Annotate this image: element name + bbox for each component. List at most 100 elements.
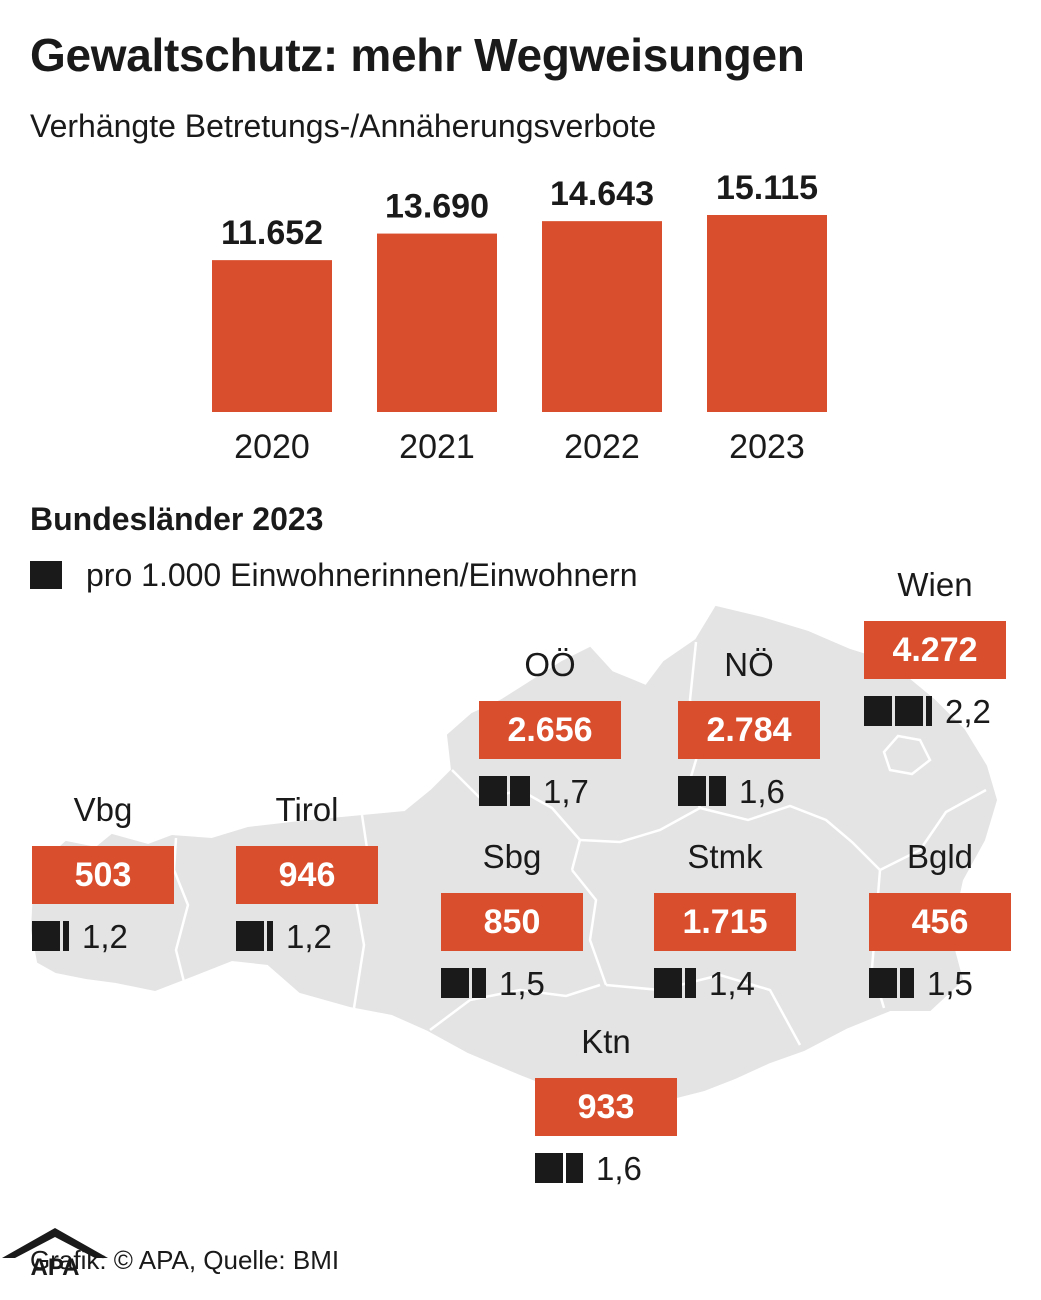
legend-swatch	[30, 561, 62, 589]
rate-label-ktn: 1,6	[596, 1149, 642, 1187]
rate-block-sbg-1	[472, 968, 486, 998]
rate-block-wien-2	[926, 696, 932, 726]
rate-label-ooe: 1,7	[543, 772, 589, 810]
rate-label-bgld: 1,5	[927, 964, 973, 1002]
border-stmk-ktn	[605, 973, 802, 1046]
region-name-ktn: Ktn	[581, 1023, 631, 1060]
bar-value-label-2022: 14.643	[550, 175, 654, 213]
region-rate-noe: 1,6	[678, 771, 820, 811]
rate-block-ktn-1	[566, 1153, 583, 1183]
rate-block-stmk-1	[685, 968, 696, 998]
rate-block-vbg-0	[32, 921, 60, 951]
rate-label-wien: 2,2	[945, 692, 991, 730]
rate-blocks-ooe	[479, 776, 533, 806]
chart-subtitle: Verhängte Betretungs-/Annäherungsverbote	[30, 108, 657, 144]
rate-block-sbg-0	[441, 968, 469, 998]
region-noe: NÖ 2.784 1,6	[678, 648, 820, 811]
region-stmk: Stmk 1.715 1,4	[654, 840, 796, 1003]
region-value-vbg: 503	[32, 846, 174, 904]
rate-blocks-stmk	[654, 968, 699, 998]
region-name-bgld: Bgld	[906, 838, 974, 875]
page-title: Gewaltschutz: mehr Wegweisungen	[30, 29, 805, 81]
region-name-wien: Wien	[897, 566, 973, 603]
region-rate-ooe: 1,7	[479, 771, 621, 811]
rate-label-stmk: 1,4	[709, 964, 755, 1002]
border-sbg-ktn	[429, 983, 601, 1031]
region-name-sbg: Sbg	[482, 838, 542, 875]
region-rate-ktn: 1,6	[535, 1148, 677, 1188]
rate-block-wien-0	[864, 696, 892, 726]
region-value-ktn: 933	[535, 1078, 677, 1136]
rate-block-ooe-1	[510, 776, 530, 806]
region-rate-vbg: 1,2	[32, 916, 174, 956]
region-bgld: Bgld 456 1,5	[869, 840, 1011, 1003]
section-title-bundeslaender: Bundesländer 2023	[30, 501, 324, 537]
legend-label: pro 1.000 Einwohnerinnen/Einwohnern	[86, 557, 638, 593]
border-ooe-stmk	[579, 806, 701, 844]
rate-block-stmk-0	[654, 968, 682, 998]
apa-logo: APA	[2, 1228, 108, 1276]
region-vbg: Vbg 503 1,2	[32, 793, 174, 956]
region-rate-tirol: 1,2	[236, 916, 378, 956]
region-value-noe: 2.784	[678, 701, 820, 759]
region-rate-bgld: 1,5	[869, 963, 1011, 1003]
border-sbg-ooe	[451, 769, 582, 871]
region-value-tirol: 946	[236, 846, 378, 904]
rate-blocks-sbg	[441, 968, 489, 998]
rate-block-ktn-0	[535, 1153, 563, 1183]
legend: pro 1.000 Einwohnerinnen/Einwohnern	[30, 558, 638, 592]
x-tick-label-2020: 2020	[234, 428, 310, 466]
border-noe-bgld	[879, 788, 987, 872]
bar-value-label-2020: 11.652	[221, 214, 323, 252]
region-value-ooe: 2.656	[479, 701, 621, 759]
region-name-stmk: Stmk	[687, 838, 763, 875]
region-name-tirol: Tirol	[275, 791, 339, 828]
region-name-vbg: Vbg	[73, 791, 133, 828]
rate-label-tirol: 1,2	[286, 917, 332, 955]
rate-block-noe-1	[709, 776, 726, 806]
rate-block-bgld-1	[900, 968, 914, 998]
region-rate-wien: 2,2	[864, 691, 1006, 731]
rate-blocks-tirol	[236, 921, 276, 951]
rate-label-vbg: 1,2	[82, 917, 128, 955]
border-noe-stmk	[699, 804, 881, 871]
x-tick-label-2023: 2023	[729, 428, 805, 466]
rate-blocks-noe	[678, 776, 729, 806]
rate-label-noe: 1,6	[739, 772, 785, 810]
border-sbg-stmk	[571, 869, 608, 986]
rate-block-noe-0	[678, 776, 706, 806]
apa-logo-text: APA	[31, 1254, 80, 1276]
rate-blocks-ktn	[535, 1153, 586, 1183]
region-name-noe: NÖ	[724, 646, 774, 683]
rate-block-tirol-0	[236, 921, 264, 951]
rate-block-bgld-0	[869, 968, 897, 998]
region-value-sbg: 850	[441, 893, 583, 951]
rate-block-vbg-1	[63, 921, 69, 951]
bar-2022	[542, 221, 662, 412]
rate-blocks-vbg	[32, 921, 72, 951]
region-value-wien: 4.272	[864, 621, 1006, 679]
region-rate-stmk: 1,4	[654, 963, 796, 1003]
region-rate-sbg: 1,5	[441, 963, 583, 1003]
bar-2020	[212, 260, 332, 412]
source-credit: Grafik: © APA, Quelle: BMI	[30, 1245, 340, 1275]
x-tick-label-2021: 2021	[399, 428, 475, 466]
rate-block-tirol-1	[267, 921, 273, 951]
bar-value-label-2023: 15.115	[716, 169, 818, 207]
region-wien: Wien 4.272 2,2	[864, 568, 1006, 731]
region-value-bgld: 456	[869, 893, 1011, 951]
border-vbg-tirol	[172, 837, 190, 983]
region-ooe: OÖ 2.656 1,7	[479, 648, 621, 811]
bar-2021	[377, 233, 497, 412]
border-wien	[882, 734, 932, 776]
rate-blocks-wien	[864, 696, 935, 726]
region-ktn: Ktn 933 1,6	[535, 1025, 677, 1188]
rate-block-wien-1	[895, 696, 923, 726]
apa-logo-roof	[2, 1228, 108, 1258]
region-value-stmk: 1.715	[654, 893, 796, 951]
region-tirol: Tirol 946 1,2	[236, 793, 378, 956]
rate-blocks-bgld	[869, 968, 917, 998]
bar-chart: 11.652 2020 13.690 2021 14.643 2022 15.115 2023	[212, 169, 827, 466]
rate-block-ooe-0	[479, 776, 507, 806]
rate-label-sbg: 1,5	[499, 964, 545, 1002]
